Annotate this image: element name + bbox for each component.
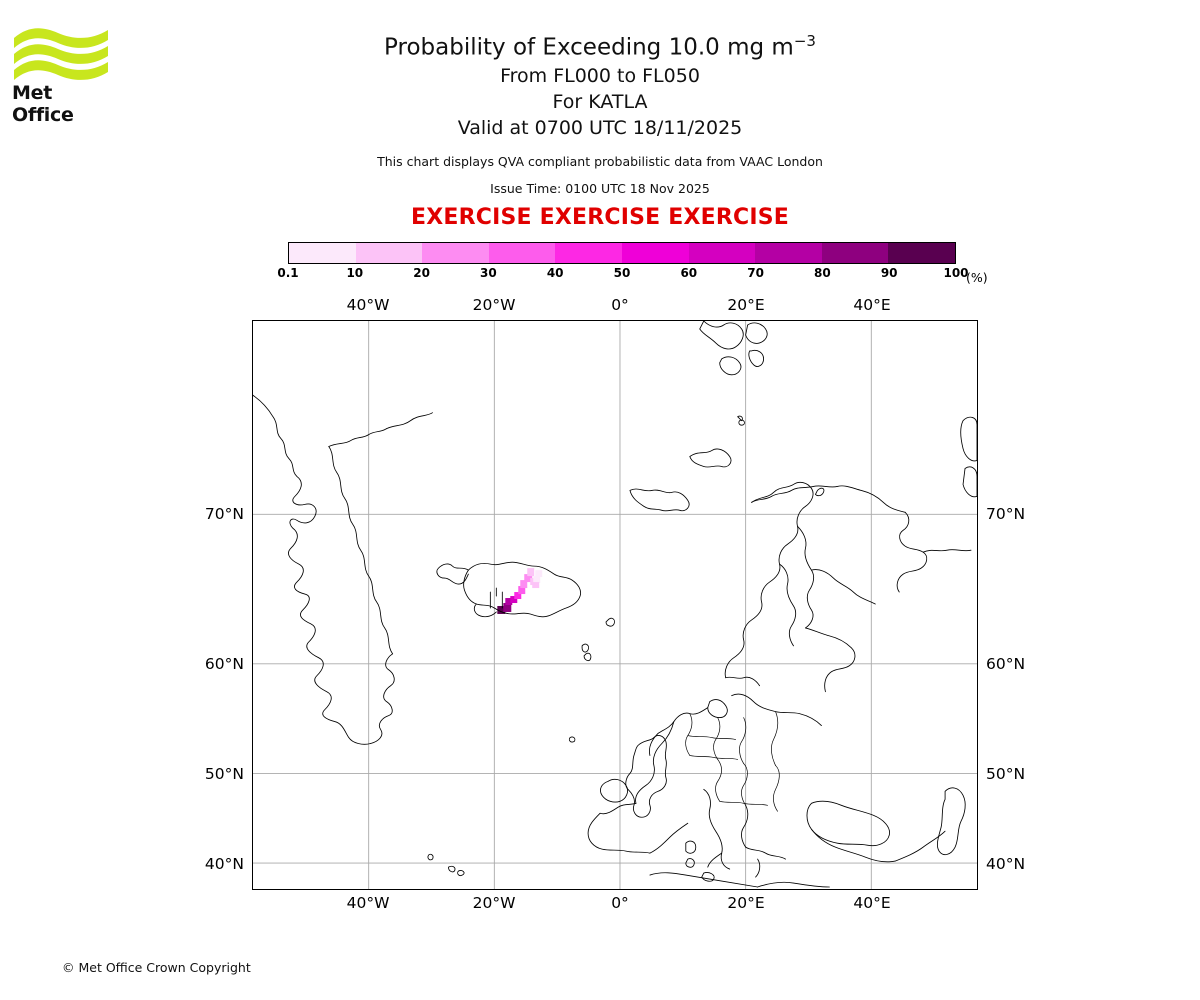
colorbar-tick-80: 80 <box>814 266 831 280</box>
colorbar-segment-4 <box>555 243 622 263</box>
probability-colorbar: 0.1 10 20 30 40 50 60 70 80 90 100 <box>277 242 969 284</box>
colorbar-tick-100: 100 <box>943 266 969 280</box>
lat-label-right-2: 50°N <box>986 765 1026 783</box>
colorbar-tick-70: 70 <box>747 266 764 280</box>
lon-label-bottom-1: 20°W <box>472 894 516 912</box>
colorbar-segment-6 <box>688 243 756 263</box>
colorbar-segment-3 <box>488 243 556 263</box>
colorbar-tick-20: 20 <box>413 266 430 280</box>
qva-note: This chart displays QVA compliant probab… <box>377 153 823 169</box>
colorbar-swatches <box>288 242 956 264</box>
met-office-logo: Met Office <box>12 24 110 126</box>
lon-label-bottom-0: 40°W <box>346 894 390 912</box>
volcano-name-line: For KATLA <box>552 90 648 113</box>
graticule-gridlines <box>253 321 977 889</box>
colorbar-segment-7 <box>755 243 822 263</box>
colorbar-tick-30: 30 <box>480 266 497 280</box>
lat-label-left-2: 50°N <box>204 765 244 783</box>
colorbar-segment-2 <box>422 243 489 263</box>
colorbar-segment-8 <box>821 243 889 263</box>
ash-probability-overlay <box>497 568 543 614</box>
lon-label-top-0: 40°W <box>346 296 390 314</box>
title-exponent: −3 <box>793 32 816 50</box>
lat-label-left-0: 70°N <box>204 505 244 523</box>
map-canvas <box>253 321 977 889</box>
issue-time: Issue Time: 0100 UTC 18 Nov 2025 <box>490 180 710 196</box>
colorbar-tick-60: 60 <box>680 266 698 280</box>
colorbar-tick-50: 50 <box>613 266 631 280</box>
lon-label-top-3: 20°E <box>727 296 765 314</box>
colorbar-unit-label: (%) <box>966 270 988 285</box>
met-office-wordmark: Met Office <box>12 82 74 126</box>
colorbar-segment-9 <box>888 243 955 263</box>
colorbar-segment-0 <box>289 243 356 263</box>
lat-label-right-1: 60°N <box>986 655 1026 673</box>
forecast-map[interactable] <box>252 320 978 890</box>
coastlines <box>253 321 977 888</box>
colorbar-tick-40: 40 <box>546 266 564 280</box>
flight-levels-line: From FL000 to FL050 <box>500 64 700 87</box>
lon-label-top-1: 20°W <box>472 296 516 314</box>
met-office-wave-icon <box>14 28 108 80</box>
title-main-text: Probability of Exceeding 10.0 mg m <box>384 34 794 61</box>
lon-label-top-4: 40°E <box>853 296 891 314</box>
colorbar-tick-90: 90 <box>880 266 898 280</box>
copyright-notice: © Met Office Crown Copyright <box>62 960 251 975</box>
colorbar-tick-labels: 0.1 10 20 30 40 50 60 70 80 90 100 <box>277 266 968 284</box>
lat-label-right-3: 40°N <box>986 855 1026 873</box>
exercise-banner: EXERCISE EXERCISE EXERCISE <box>410 204 789 230</box>
lon-label-bottom-4: 40°E <box>853 894 891 912</box>
lon-label-bottom-2: 0° <box>611 894 629 912</box>
chart-header: Probability of Exceeding 10.0 mg m−3 Fro… <box>0 0 1200 232</box>
lat-label-right-0: 70°N <box>986 505 1026 523</box>
lon-label-top-2: 0° <box>611 296 629 314</box>
lat-label-left-1: 60°N <box>204 655 244 673</box>
lat-label-left-3: 40°N <box>204 855 244 873</box>
page-title: Probability of Exceeding 10.0 mg m−3 <box>0 26 1200 63</box>
colorbar-tick-10: 10 <box>346 266 364 280</box>
colorbar-tick-0.1: 0.1 <box>277 266 299 280</box>
valid-time-line: Valid at 0700 UTC 18/11/2025 <box>457 116 743 139</box>
colorbar-segment-5 <box>621 243 689 263</box>
colorbar-segment-1 <box>355 243 423 263</box>
lon-label-bottom-3: 20°E <box>727 894 765 912</box>
